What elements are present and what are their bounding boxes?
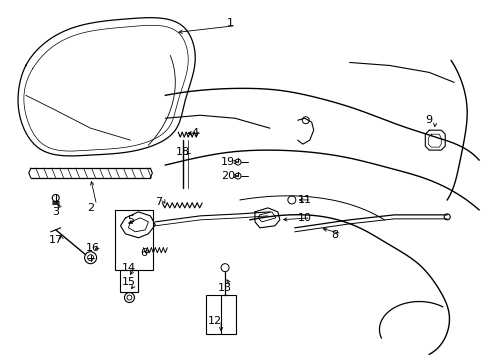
- Text: 8: 8: [330, 230, 338, 240]
- Text: 10: 10: [297, 213, 311, 223]
- Text: 15: 15: [121, 276, 135, 287]
- Text: 6: 6: [140, 248, 146, 258]
- Text: 20: 20: [221, 171, 235, 181]
- Text: 17: 17: [49, 235, 62, 245]
- Text: 4: 4: [191, 128, 198, 138]
- Bar: [115, 210, 153, 270]
- Text: 9: 9: [425, 115, 432, 125]
- Text: 7: 7: [155, 197, 162, 207]
- Text: 2: 2: [87, 203, 94, 213]
- Text: 14: 14: [121, 263, 135, 273]
- Text: 3: 3: [52, 207, 59, 217]
- Text: 18: 18: [176, 147, 190, 157]
- Text: 16: 16: [85, 243, 100, 253]
- Text: 5: 5: [127, 215, 134, 225]
- Text: 11: 11: [297, 195, 311, 205]
- Bar: [206, 294, 236, 334]
- Text: 19: 19: [221, 157, 235, 167]
- Text: 13: 13: [218, 283, 232, 293]
- Text: 1: 1: [226, 18, 233, 28]
- Bar: [120, 270, 138, 292]
- Text: 12: 12: [207, 316, 222, 327]
